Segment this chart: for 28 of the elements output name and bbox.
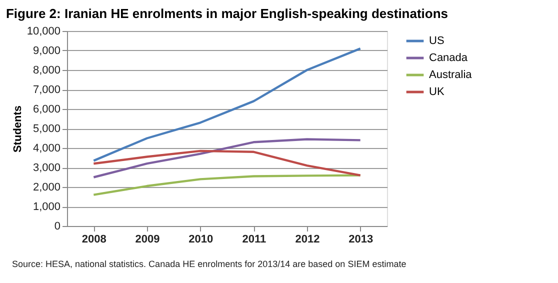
y-tick-label: 4,000 (32, 142, 60, 154)
x-tick-label: 2011 (242, 234, 266, 246)
line-series (92, 150, 362, 176)
line-series (92, 174, 362, 196)
legend-label: Canada (429, 52, 468, 64)
line-series (92, 47, 362, 162)
y-tick-label: 3,000 (32, 162, 60, 174)
x-tick-label: 2008 (82, 234, 106, 246)
y-tick-label: 0 (54, 220, 60, 232)
x-tick-label: 2012 (295, 234, 320, 246)
legend-label: UK (429, 86, 445, 98)
y-tick-label: 5,000 (32, 123, 60, 135)
legend-label: Australia (429, 69, 473, 81)
legend-label: US (429, 35, 444, 47)
y-tick-label: 8,000 (32, 64, 60, 76)
y-tick-label: 9,000 (32, 45, 60, 57)
y-tick-label: 1,000 (32, 201, 60, 213)
line-series (92, 138, 362, 178)
x-tick-label: 2009 (135, 234, 160, 246)
chart-title: Figure 2: Iranian HE enrolments in major English-speaking destinations (6, 6, 448, 21)
x-tick-label: 2010 (188, 234, 214, 246)
y-tick-label: 2,000 (32, 182, 60, 194)
y-axis-title: Students (12, 105, 24, 153)
y-tick-label: 6,000 (32, 104, 60, 116)
x-tick-label: 2013 (348, 234, 374, 246)
y-tick-label: 10,000 (26, 26, 60, 38)
y-tick-label: 7,000 (32, 84, 60, 96)
source-note: Source: HESA, national statistics. Canada HE enrolments for 2013/14 are based on SIEM estimate (12, 259, 406, 269)
